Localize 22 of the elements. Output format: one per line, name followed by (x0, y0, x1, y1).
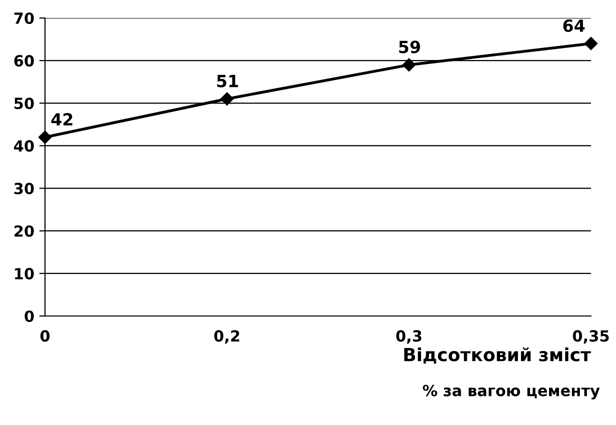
data-label: 64 (563, 19, 585, 32)
data-label: 51 (217, 74, 238, 88)
y-tick-label: 40 (14, 140, 34, 152)
point (402, 58, 416, 72)
y-tick-label: 20 (14, 225, 34, 237)
data-label: 59 (399, 40, 420, 54)
data-label: 42 (51, 113, 72, 126)
x-tick-label: 0,3 (396, 330, 422, 344)
y-tick-label: 50 (14, 98, 34, 110)
point (584, 36, 598, 50)
point (220, 92, 234, 106)
x-axis-title: Відсотковий зміст (404, 347, 591, 364)
point (38, 130, 52, 144)
x-tick-label: 0,35 (572, 330, 609, 344)
y-tick-label: 70 (14, 12, 34, 24)
x-tick-label: 0,2 (214, 330, 240, 344)
y-tick-label: 30 (14, 182, 34, 194)
text: % за вагою цементу (422, 384, 600, 400)
y-tick-label: 60 (14, 55, 34, 67)
y-tick-label: 10 (15, 268, 34, 280)
y-tick-label: 0 (24, 310, 34, 322)
x-tick-label: 0 (40, 330, 50, 342)
